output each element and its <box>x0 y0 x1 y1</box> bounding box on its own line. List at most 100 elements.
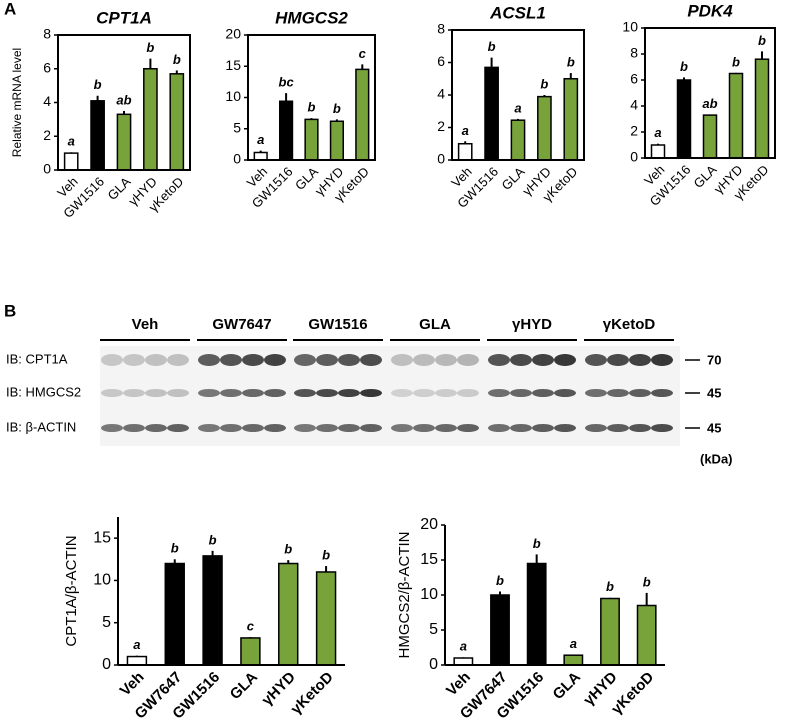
blot-row-label: IB: CPT1A <box>6 351 68 366</box>
bar <box>329 120 344 161</box>
blot-band <box>101 354 123 366</box>
significance-letter: b <box>567 55 575 70</box>
significance-letter: ab <box>116 92 131 107</box>
bar <box>355 68 370 161</box>
bar <box>143 68 158 171</box>
significance-letter: a <box>514 100 521 115</box>
bar <box>240 637 261 666</box>
y-tick-label: 6 <box>43 59 51 75</box>
y-tick-label: 2 <box>43 127 51 143</box>
chart-title: PDK4 <box>687 1 733 20</box>
blot-band <box>294 389 316 397</box>
blot-band <box>167 424 189 432</box>
y-tick-label: 10 <box>225 88 241 104</box>
blot-band <box>532 354 554 366</box>
y-tick-label: 2 <box>437 118 445 134</box>
blot-group-label: Veh <box>132 316 159 333</box>
significance-letter: b <box>284 542 292 557</box>
blot-band <box>510 424 532 432</box>
blot-band <box>316 424 338 432</box>
blot-band <box>607 354 629 366</box>
bar <box>650 144 666 159</box>
significance-letter: b <box>209 532 217 547</box>
y-tick-label: 15 <box>420 551 438 568</box>
blot-band <box>413 389 435 397</box>
blot-band <box>488 389 510 397</box>
significance-letter: b <box>496 573 504 588</box>
blot-band <box>360 389 382 397</box>
significance-letter: ab <box>702 96 717 111</box>
blot-band <box>360 354 382 366</box>
kda-unit: (kDa) <box>700 451 733 466</box>
bar <box>702 114 718 159</box>
blot-band <box>554 354 576 366</box>
significance-letter: b <box>540 76 548 91</box>
blot-band <box>198 389 220 397</box>
y-tick-label: 8 <box>437 21 445 37</box>
blot-band <box>167 389 189 397</box>
blot-band <box>338 424 360 432</box>
blot-band <box>145 354 167 366</box>
y-tick-label: 6 <box>437 53 445 69</box>
significance-letter: b <box>488 39 496 54</box>
bar <box>636 604 657 666</box>
y-tick-label: 4 <box>43 93 51 109</box>
blot-band <box>651 354 673 366</box>
blot-band <box>607 389 629 397</box>
blot-group-label: GLA <box>419 316 451 333</box>
y-tick-label: 0 <box>233 151 241 167</box>
blot-band <box>123 424 145 432</box>
y-tick-label: 8 <box>43 26 51 42</box>
blot-band <box>629 389 651 397</box>
y-tick-label: 20 <box>420 516 438 533</box>
blot-band <box>101 389 123 397</box>
kda-label: 45 <box>707 420 721 435</box>
blot-band <box>391 389 413 397</box>
blot-band <box>264 424 286 432</box>
significance-letter: a <box>257 132 264 147</box>
blot-band <box>167 354 189 366</box>
y-tick-label: 5 <box>429 621 438 638</box>
blot-band <box>264 354 286 366</box>
bar <box>537 95 552 161</box>
y-tick-label: 5 <box>102 614 111 631</box>
significance-letter: b <box>606 579 614 594</box>
bar <box>457 143 473 161</box>
blot-band <box>457 424 479 432</box>
bar <box>490 594 510 666</box>
blot-band <box>294 354 316 366</box>
blot-band <box>585 354 607 366</box>
bar <box>600 597 620 666</box>
kda-label: 70 <box>707 352 721 367</box>
bar <box>563 654 584 666</box>
y-tick-label: 15 <box>93 529 111 546</box>
blot-band <box>413 424 435 432</box>
significance-letter: b <box>758 33 766 48</box>
significance-letter: b <box>173 52 181 67</box>
blot-band <box>510 389 532 397</box>
blot-band <box>242 389 264 397</box>
significance-letter: a <box>68 134 75 149</box>
blot-band <box>360 424 382 432</box>
blot-band <box>391 424 413 432</box>
blot-band <box>242 424 264 432</box>
y-tick-label: 5 <box>233 119 241 135</box>
y-tick-label: 4 <box>630 97 638 113</box>
blot-band <box>554 389 576 397</box>
significance-letter: b <box>171 541 179 556</box>
blot-band <box>220 354 242 366</box>
bar <box>315 571 337 666</box>
y-tick-label: 20 <box>225 26 241 42</box>
blot-band <box>242 354 264 366</box>
bar <box>126 655 148 666</box>
y-tick-label: 0 <box>437 151 445 167</box>
y-tick-label: 0 <box>102 656 111 673</box>
x-tick-label: Veh <box>117 669 148 700</box>
blot-band <box>338 389 360 397</box>
y-tick-label: 0 <box>630 149 638 165</box>
blot-band <box>391 354 413 366</box>
significance-letter: b <box>732 54 740 69</box>
bar <box>728 72 744 159</box>
y-axis-label: HMGCS2/β-ACTIN <box>396 532 413 659</box>
bar <box>90 100 105 171</box>
